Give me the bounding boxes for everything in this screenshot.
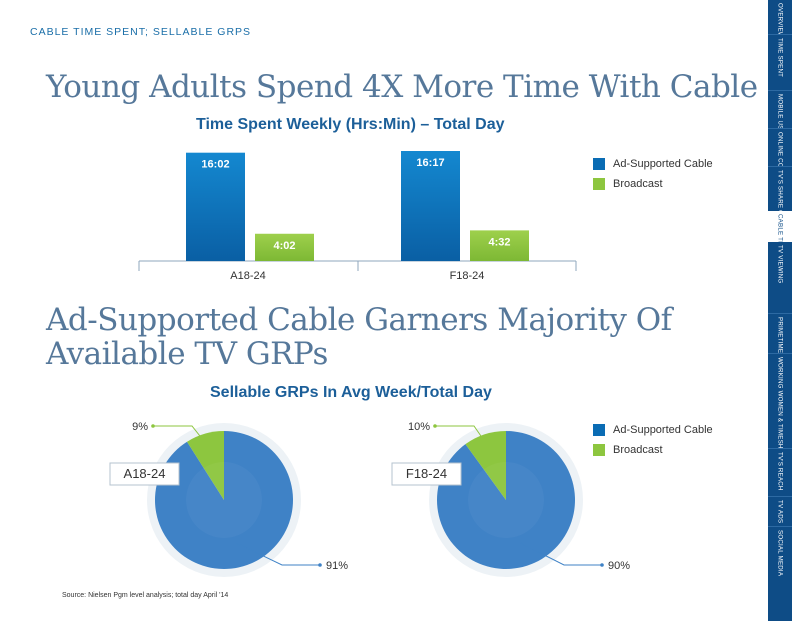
sidenav-item-label: SOCIAL MEDIA: [776, 530, 784, 577]
headline-grps-line2: Available TV GRPs: [46, 336, 328, 372]
callout-line-cable: [519, 542, 602, 566]
sidenav-item-label: PRIMETIME TV VIEWING: [777, 314, 784, 353]
legend-item-cable: Ad-Supported Cable: [593, 154, 713, 174]
sidenav-item-label: TV'S REACH: [776, 452, 784, 491]
sidenav-item-time-spent[interactable]: TIME SPENT: [768, 34, 792, 90]
pie-label-cable: 91%: [326, 560, 348, 572]
callout-line-broadcast: [153, 425, 209, 448]
sidenav-item-label: TIME SPENT: [776, 38, 784, 78]
headline-grps: Ad-Supported Cable Garners Majority Of A…: [46, 303, 672, 371]
legend-item-broadcast: Broadcast: [593, 440, 713, 460]
pie-label-broadcast: 9%: [132, 421, 148, 433]
sidenav-item-label: OVERVIEW: [776, 3, 784, 34]
callout-dot-cable: [318, 563, 322, 567]
pie-demo-box: [109, 462, 180, 486]
source-note: Source: Nielsen Pgm level analysis; tota…: [62, 592, 229, 599]
x-axis-category-label: A18-24: [230, 270, 265, 282]
legend-swatch-cable: [593, 158, 605, 170]
sidenav-item-working-women-timeshifting[interactable]: WORKING WOMEN & TIMESHIFTING: [768, 353, 792, 448]
sidenav-item-tv-viewing[interactable]: TV VIEWING: [768, 242, 792, 313]
pie-inner-shade: [468, 462, 544, 538]
sidenav-item-social-media[interactable]: SOCIAL MEDIA: [768, 526, 792, 621]
pie-demo-box: [391, 462, 462, 486]
legend-swatch-broadcast: [593, 444, 605, 456]
section-label: CABLE TIME SPENT; SELLABLE GRPS: [30, 26, 252, 38]
callout-line-cable: [236, 542, 320, 566]
pie-demo-label: A18-24: [124, 466, 166, 481]
legend-label-broadcast: Broadcast: [613, 178, 663, 190]
bar-cable: [186, 152, 245, 261]
headline-grps-line1: Ad-Supported Cable Garners Majority Of: [46, 302, 672, 338]
sidenav-item-overview[interactable]: OVERVIEW: [768, 0, 792, 34]
bar-data-label: 4:32: [488, 236, 510, 248]
bar-data-label: 4:02: [273, 240, 295, 252]
bar-chart-legend: Ad-Supported Cable Broadcast: [593, 154, 713, 194]
sidenav-item-label: TV'S SHARE OF VIDEO: [776, 170, 784, 211]
sidenav-item-label: TV ADS: [776, 500, 784, 524]
headline-time-spent: Young Adults Spend 4X More Time With Cab…: [46, 69, 758, 105]
bar-chart-title: Time Spent Weekly (Hrs:Min) – Total Day: [196, 116, 505, 133]
sidenav-item-mobile-usage[interactable]: MOBILE USAGE: [768, 90, 792, 128]
bar-data-label: 16:02: [201, 159, 229, 171]
sidenav-item-label: WORKING WOMEN & TIMESHIFTING: [776, 357, 784, 448]
legend-swatch-broadcast: [593, 178, 605, 190]
bar-broadcast: [470, 230, 529, 261]
pie-slice-cable: [436, 431, 575, 570]
callout-dot-cable: [600, 563, 604, 567]
pie-demo-label: F18-24: [406, 466, 447, 481]
callout-dot-broadcast: [151, 424, 155, 428]
sidenav-item-tv-s-share-of-video[interactable]: TV'S SHARE OF VIDEO: [768, 166, 792, 211]
pie-slice-broadcast: [187, 431, 224, 500]
pie-label-cable: 90%: [608, 560, 630, 572]
bar-cable: [401, 151, 460, 261]
callout-line-broadcast: [435, 425, 490, 448]
sidenav-item-label: CABLE TIME SPENT: [777, 211, 784, 242]
sidenav-item-label: ONLINE CONTENT: [776, 132, 784, 166]
sidenav-item-tv-ads[interactable]: TV ADS: [768, 496, 792, 526]
legend-item-broadcast: Broadcast: [593, 174, 713, 194]
sidenav-item-label: MOBILE USAGE: [776, 94, 784, 128]
legend-swatch-cable: [593, 424, 605, 436]
pie-chart-title: Sellable GRPs In Avg Week/Total Day: [210, 384, 492, 401]
legend-label-cable: Ad-Supported Cable: [613, 158, 713, 170]
pie-slice-cable: [155, 431, 294, 569]
legend-label-broadcast: Broadcast: [613, 444, 663, 456]
pie-label-broadcast: 10%: [408, 421, 430, 433]
legend-label-cable: Ad-Supported Cable: [613, 424, 713, 436]
pie-slice-broadcast: [465, 431, 506, 500]
section-sidebar-nav: OVERVIEW TIME SPENT MOBILE USAGE ONLINE CON…: [768, 0, 792, 621]
callout-dot-broadcast: [433, 424, 437, 428]
sidenav-item-label: TV VIEWING: [776, 245, 784, 284]
sidenav-item-online-content[interactable]: ONLINE CONTENT: [768, 128, 792, 166]
bar-broadcast: [255, 233, 314, 261]
sidenav-item-primetime-tv-viewing[interactable]: PRIMETIME TV VIEWING: [768, 313, 792, 353]
sidenav-item-tv-s-reach[interactable]: TV'S REACH: [768, 448, 792, 496]
legend-item-cable: Ad-Supported Cable: [593, 420, 713, 440]
x-axis-category-label: F18-24: [450, 270, 485, 282]
sidenav-item-cable-time-spent[interactable]: CABLE TIME SPENT: [768, 211, 792, 242]
pie-inner-shade: [186, 462, 262, 538]
pie-chart-legend: Ad-Supported Cable Broadcast: [593, 420, 713, 460]
bar-data-label: 16:17: [416, 157, 444, 169]
